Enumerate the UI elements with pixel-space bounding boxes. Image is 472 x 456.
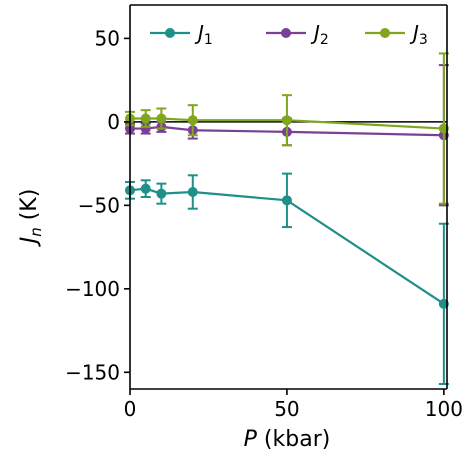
legend-item-2: J2 [266,21,329,48]
legend-marker [380,28,390,38]
x-tick-label: 100 [425,397,463,421]
legend-marker [281,28,291,38]
y-tick-label: −50 [78,193,120,217]
legend-marker [165,28,175,38]
legend-label: J1 [194,21,213,48]
y-tick-label: −100 [65,277,120,301]
data-point [140,113,151,124]
plot-area [125,52,449,385]
y-axis-label: Jn (K) [17,189,45,248]
data-point [281,195,292,206]
series-3 [125,52,449,205]
data-point [281,115,292,126]
legend: J1 J2 J3 [150,21,428,48]
data-point [187,186,198,197]
x-axis-label: P (kbar) [244,427,331,452]
y-tick-label: −150 [65,360,120,384]
series-1 [125,172,449,385]
y-tick-label: 0 [107,110,120,134]
x-tick-label: 50 [274,397,299,421]
legend-label: J3 [409,21,428,48]
x-tick-label: 0 [124,397,137,421]
legend-item-1: J1 [150,21,213,48]
data-point [187,115,198,126]
legend-label: J2 [310,21,329,48]
legend-item-3: J3 [365,21,428,48]
data-point [156,188,167,199]
y-tick-label: 50 [95,26,120,50]
data-point [140,183,151,194]
data-point [156,113,167,124]
